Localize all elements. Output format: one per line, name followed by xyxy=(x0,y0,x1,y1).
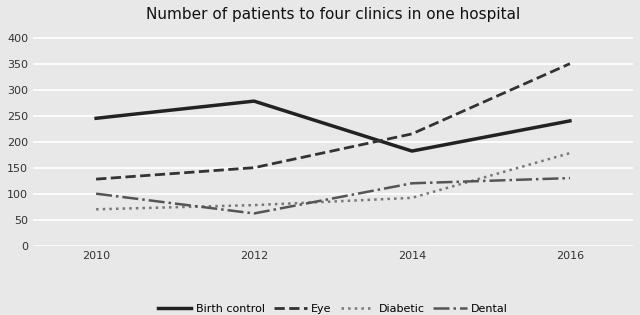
Birth control xyxy=(250,99,258,103)
Dental xyxy=(250,212,258,215)
Line: Diabetic: Diabetic xyxy=(96,153,570,209)
Dental xyxy=(92,192,100,196)
Birth control xyxy=(566,119,573,123)
Title: Number of patients to four clinics in one hospital: Number of patients to four clinics in on… xyxy=(146,7,520,22)
Birth control xyxy=(92,117,100,120)
Diabetic xyxy=(408,196,416,200)
Eye xyxy=(250,166,258,169)
Birth control xyxy=(408,149,416,153)
Line: Birth control: Birth control xyxy=(96,101,570,151)
Line: Eye: Eye xyxy=(96,64,570,179)
Eye xyxy=(408,132,416,136)
Diabetic xyxy=(566,151,573,155)
Diabetic xyxy=(92,207,100,211)
Legend: Birth control, Eye, Diabetic, Dental: Birth control, Eye, Diabetic, Dental xyxy=(154,299,513,315)
Diabetic xyxy=(250,203,258,207)
Eye xyxy=(566,62,573,66)
Line: Dental: Dental xyxy=(96,178,570,214)
Dental xyxy=(566,176,573,180)
Eye xyxy=(92,177,100,181)
Dental xyxy=(408,181,416,185)
